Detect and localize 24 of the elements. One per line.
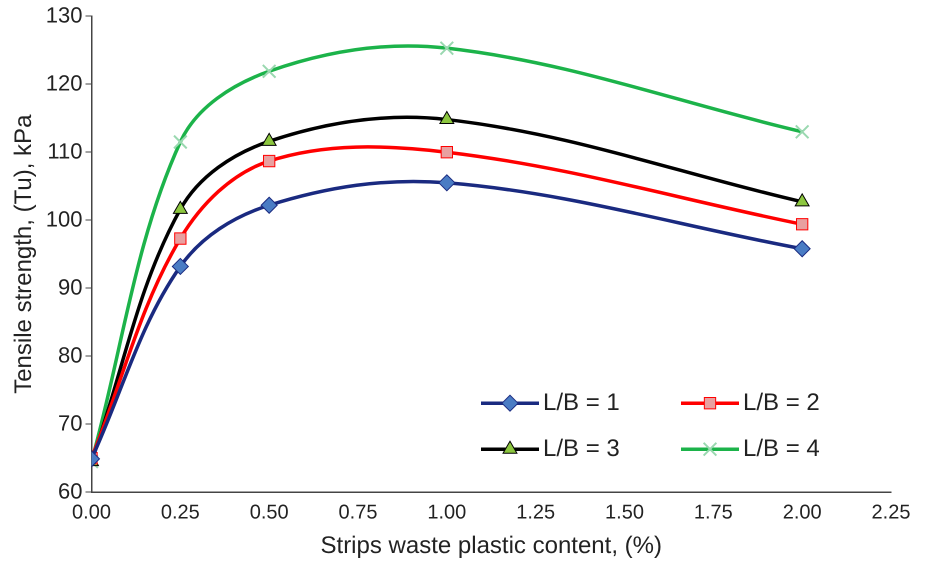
y-tick-label: 130 <box>46 2 83 28</box>
x-tick-label: 2.25 <box>872 502 910 524</box>
y-tick-label: 100 <box>46 206 83 232</box>
y-tick-label: 60 <box>58 478 83 504</box>
y-tick-label: 70 <box>58 410 83 436</box>
x-tick-label: 0.75 <box>338 502 378 524</box>
legend-label: L/B = 4 <box>743 434 820 462</box>
legend-label: L/B = 2 <box>743 388 820 416</box>
y-tick-label: 110 <box>47 138 83 164</box>
y-axis-title: Tensile strength, (Tu), kPa <box>10 114 38 394</box>
x-tick-label: 1.75 <box>694 502 733 524</box>
x-tick-label: 1.50 <box>605 502 644 524</box>
x-tick-label: 0.00 <box>72 502 111 524</box>
x-tick-label: 0.25 <box>160 502 200 524</box>
y-tick-label: 80 <box>58 342 83 368</box>
y-tick-label: 120 <box>46 70 83 96</box>
x-tick-label: 2.00 <box>782 502 822 524</box>
x-tick-label: 1.25 <box>516 502 556 524</box>
x-tick-label: 0.50 <box>250 502 289 524</box>
legend-label: L/B = 3 <box>543 434 620 462</box>
y-tick-label: 90 <box>58 274 83 300</box>
x-tick-label: 1.00 <box>427 502 466 524</box>
legend-label: L/B = 1 <box>543 388 620 416</box>
x-axis-title: Strips waste plastic content, (%) <box>320 532 662 560</box>
